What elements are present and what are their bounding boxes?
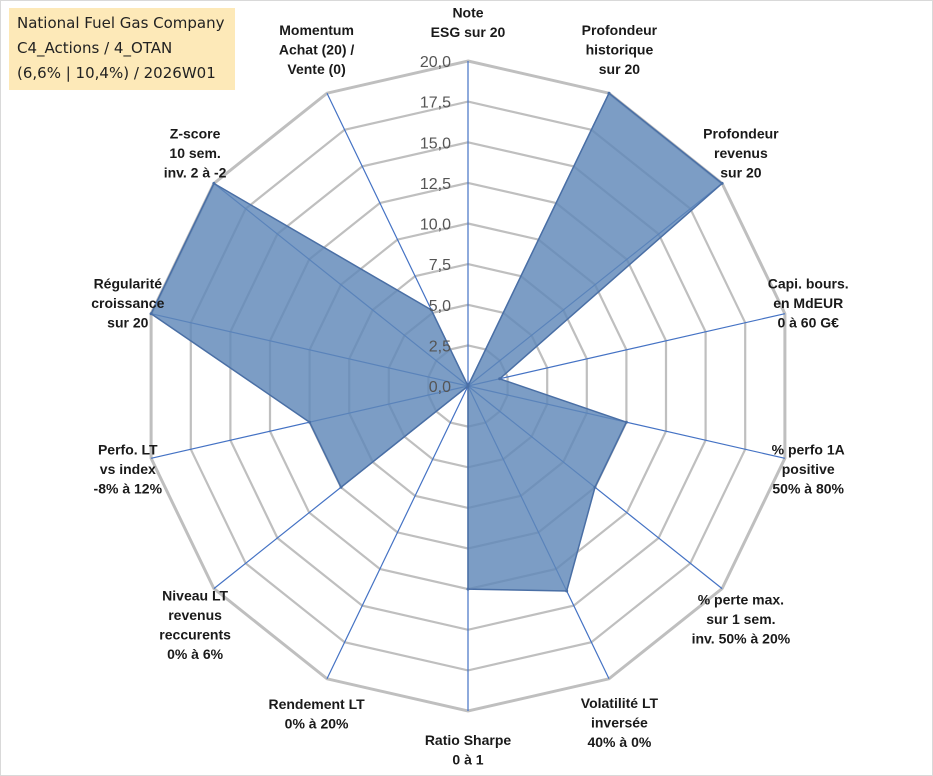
data-point — [466, 384, 470, 388]
data-point — [565, 589, 569, 593]
company-name: National Fuel Gas Company — [17, 14, 225, 32]
radar-tick-labels: 0,0 2,5 5,0 7,5 10,0 12,5 15,0 17,5 20,0 — [420, 54, 451, 396]
axis-label: Capi. bours. en MdEUR 0 à 60 G€ — [768, 275, 849, 330]
axis-label-line: Note — [452, 5, 483, 21]
data-point — [593, 485, 597, 489]
axis-label-line: Profondeur — [703, 126, 779, 142]
axis-label-line: sur 20 — [107, 314, 148, 330]
axis-label-line: revenus — [168, 607, 222, 623]
data-point — [308, 420, 312, 424]
radar-series — [149, 91, 724, 593]
tick-label: 20,0 — [420, 54, 451, 71]
axis-label: % perfo 1A positive 50% à 80% — [772, 442, 845, 497]
axis-label-line: reccurents — [159, 627, 231, 643]
tick-label: 10,0 — [420, 217, 451, 234]
axis-label: Volatilité LT inversée 40% à 0% — [581, 695, 659, 750]
axis-label-line: Niveau LT — [162, 588, 228, 604]
axis-spoke — [467, 313, 786, 387]
axis-label: Momentum Achat (20) / Vente (0) — [279, 22, 355, 77]
axis-label-line: % perte max. — [698, 591, 784, 607]
axis-label-line: Z-score — [170, 126, 221, 142]
axis-spoke — [326, 385, 469, 680]
axis-label-line: 0% à 20% — [285, 716, 349, 732]
axis-label-line: vs index — [100, 461, 156, 477]
axis-label-line: en MdEUR — [773, 295, 843, 311]
axis-label-line: 0 à 1 — [452, 752, 483, 768]
axis-label: Ratio Sharpe 0 à 1 — [425, 732, 512, 768]
axis-label: Niveau LT revenus reccurents 0% à 6% — [159, 588, 231, 663]
axis-label-line: sur 20 — [599, 61, 640, 77]
axis-label-line: sur 1 sem. — [706, 611, 775, 627]
axis-label: Z-score 10 sem. inv. 2 à -2 — [164, 126, 227, 181]
tick-label: 12,5 — [420, 176, 451, 193]
axis-label-line: historique — [586, 42, 654, 58]
radar-axis-labels: Note ESG sur 20 Profondeur historique sur 20… — [91, 5, 848, 768]
axis-label-line: inversée — [591, 715, 648, 731]
axis-label-line: positive — [782, 461, 835, 477]
axis-label-line: Momentum — [279, 22, 354, 38]
portfolio-category: C4_Actions / 4_OTAN — [17, 39, 173, 57]
axis-label: Note ESG sur 20 — [431, 5, 506, 41]
axis-label-line: % perfo 1A — [772, 442, 845, 458]
axis-label-line: Achat (20) / — [279, 42, 355, 58]
axis-label-line: Ratio Sharpe — [425, 732, 512, 748]
axis-label: Perfo. LT vs index -8% à 12% — [94, 442, 163, 497]
axis-label-line: 50% à 80% — [772, 481, 844, 497]
axis-label-line: Capi. bours. — [768, 275, 849, 291]
data-point — [720, 181, 724, 185]
stock-info-box: National Fuel Gas Company C4_Actions / 4… — [9, 8, 235, 90]
data-point — [429, 308, 433, 312]
axis-label-line: 40% à 0% — [587, 734, 651, 750]
axis-label-line: Rendement LT — [268, 696, 365, 712]
axis-label-line: croissance — [91, 295, 164, 311]
tick-label: 2,5 — [429, 338, 451, 355]
axis-label-line: Perfo. LT — [98, 442, 158, 458]
axis-label-line: ESG sur 20 — [431, 24, 506, 40]
data-point — [339, 485, 343, 489]
tick-label: 0,0 — [429, 379, 451, 396]
axis-label-line: 0% à 6% — [167, 646, 224, 662]
data-point — [466, 587, 470, 591]
tick-label: 17,5 — [420, 95, 451, 112]
axis-label: Profondeur historique sur 20 — [582, 22, 658, 77]
axis-label-line: Vente (0) — [287, 61, 345, 77]
tick-label: 7,5 — [429, 257, 451, 274]
axis-label-line: revenus — [714, 145, 768, 161]
axis-label-line: 0 à 60 G€ — [777, 314, 839, 330]
axis-label: Profondeur revenus sur 20 — [703, 126, 779, 181]
axis-label-line: sur 20 — [720, 165, 761, 181]
weights-and-week: (6,6% | 10,4%) / 2026W01 — [17, 64, 216, 82]
data-point — [149, 312, 153, 316]
data-point — [212, 181, 216, 185]
axis-label: % perte max. sur 1 sem. inv. 50% à 20% — [692, 591, 791, 646]
axis-label: Régularité croissance sur 20 — [91, 275, 164, 330]
axis-label-line: 10 sem. — [169, 145, 220, 161]
tick-label: 15,0 — [420, 135, 451, 152]
axis-label: Rendement LT 0% à 20% — [268, 696, 365, 732]
data-point — [624, 420, 628, 424]
axis-label-line: Régularité — [94, 275, 163, 291]
axis-label-line: -8% à 12% — [94, 481, 163, 497]
tick-label: 5,0 — [429, 298, 451, 315]
data-point — [498, 377, 502, 381]
data-point — [607, 91, 611, 95]
axis-label-line: inv. 2 à -2 — [164, 165, 227, 181]
axis-label-line: Profondeur — [582, 22, 658, 38]
axis-label-line: inv. 50% à 20% — [692, 630, 791, 646]
axis-label-line: Volatilité LT — [581, 695, 659, 711]
